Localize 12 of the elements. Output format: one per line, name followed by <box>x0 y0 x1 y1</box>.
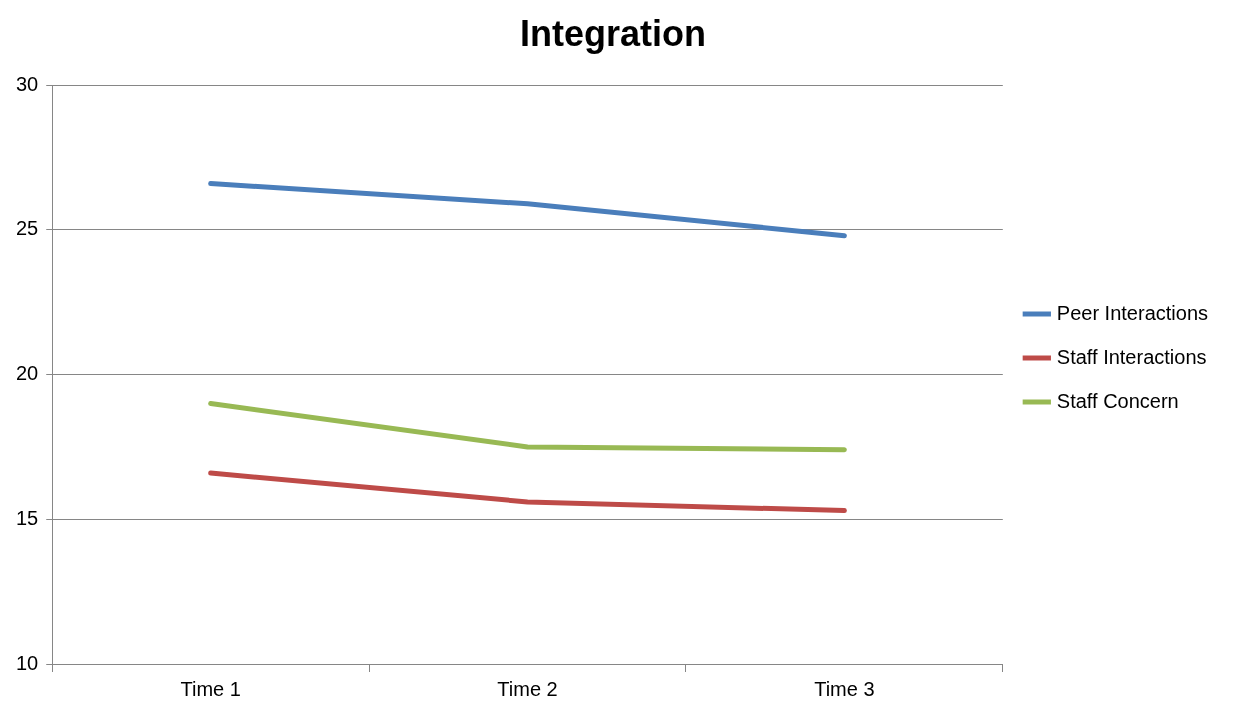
y-tick-label: 20 <box>16 362 39 385</box>
legend-label: Staff Concern <box>1056 389 1179 412</box>
x-tick-label: Time 2 <box>497 677 558 700</box>
chart-title: Integration <box>520 12 706 54</box>
y-tick-label: 25 <box>16 217 39 240</box>
legend-label: Peer Interactions <box>1056 301 1209 324</box>
y-tick-label: 10 <box>16 651 39 674</box>
y-tick-label: 30 <box>16 72 39 95</box>
legend-label: Staff Interactions <box>1056 345 1207 368</box>
x-tick-label: Time 1 <box>180 677 241 700</box>
y-tick-label: 15 <box>16 506 39 529</box>
x-tick-label: Time 3 <box>814 677 875 700</box>
